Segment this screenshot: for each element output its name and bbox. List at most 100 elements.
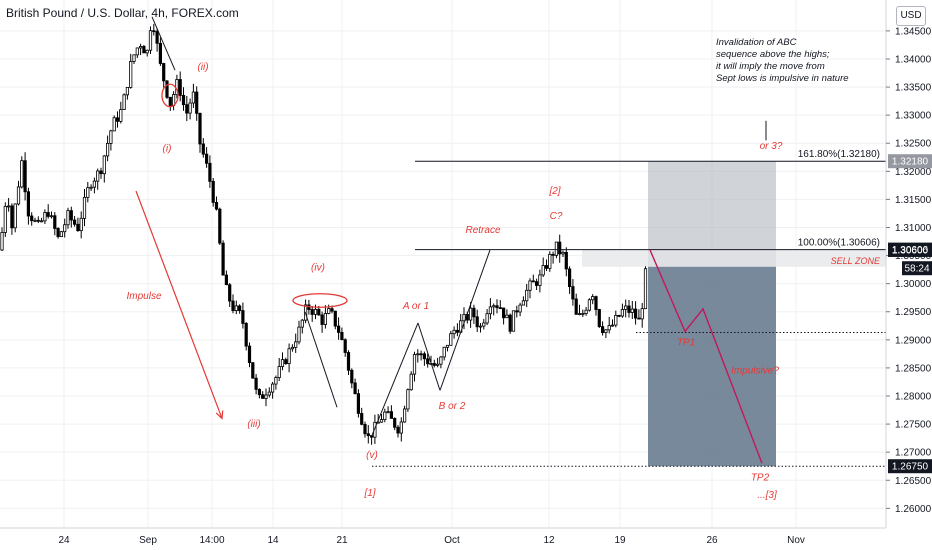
candle-body-41: [135, 47, 139, 56]
candle-body-73: [241, 310, 245, 324]
candle-body-152: [501, 307, 506, 319]
candle-body-39: [129, 61, 133, 88]
candle-body-118: [389, 411, 394, 419]
annotation-14: TP2: [751, 472, 770, 483]
candle-body-40: [132, 54, 136, 62]
note-line-3: Sept lows is impulsive in nature: [716, 73, 849, 84]
candle-body-108: [356, 393, 361, 414]
candle-body-10: [33, 219, 37, 222]
annotations: 161.80%(1.32180) 100.00%(1.30606) SELL ZON…: [126, 37, 881, 501]
candle-body-131: [432, 363, 436, 366]
candle-body-129: [426, 358, 430, 365]
candle-body-111: [366, 433, 370, 436]
candle-body-77: [254, 377, 258, 390]
candle-body-101: [333, 310, 337, 327]
candle-body-166: [548, 253, 552, 269]
candle-body-32: [106, 143, 110, 157]
candle-body-85: [280, 359, 285, 367]
impulse-arrow-line: [135, 190, 223, 419]
candle-body-155: [511, 310, 516, 332]
price-axis[interactable]: 1.34500 1.34000 1.33500 1.33000 1.32500 1.320…: [885, 0, 932, 528]
price-tick-label-0: 1.34500: [895, 26, 932, 37]
candle-body-56: [185, 104, 189, 114]
annotation-16: or 3?: [760, 141, 783, 152]
candle-body-191: [630, 308, 634, 313]
candle-body-137: [452, 329, 456, 335]
annotation-7: A or 1: [402, 301, 429, 312]
time-label-5: Oct: [444, 535, 460, 546]
candle-body-161: [531, 280, 535, 283]
price-tick-label-2: 1.33500: [895, 83, 932, 94]
candle-body-80: [264, 394, 268, 399]
candle-body-89: [294, 341, 298, 348]
candle-body-121: [399, 421, 403, 434]
candle-body-90: [297, 326, 301, 343]
candles: [0, 23, 648, 445]
candle-body-0: [0, 232, 4, 251]
price-tick-label-13: 1.28000: [895, 392, 932, 403]
candle-body-194: [640, 308, 644, 320]
tp2-level-tag-bg: [888, 459, 932, 474]
candle-body-171: [564, 251, 568, 270]
candle-body-100: [330, 308, 334, 312]
price-tick-label-6: 1.31500: [895, 195, 932, 206]
time-axis[interactable]: 24 Sep 14:00 14 21 Oct 12 19 26 Nov: [0, 527, 886, 546]
time-label-1: Sep: [139, 535, 157, 546]
sell-zone-box: [582, 249, 886, 267]
candle-body-70: [231, 300, 235, 311]
note-line-1: sequence above the highs;: [716, 49, 830, 60]
candle-body-60: [198, 112, 202, 145]
candle-body-68: [224, 274, 228, 286]
candle-body-173: [571, 286, 575, 300]
candle-body-103: [340, 332, 344, 341]
candle-body-91: [300, 319, 304, 328]
price-tick-label-4: 1.32500: [895, 139, 932, 150]
note-line-0: Invalidation of ABC: [716, 37, 797, 48]
fib-100-label: 100.00%(1.30606): [798, 238, 880, 249]
candle-body-50: [165, 80, 169, 98]
candle-body-37: [122, 94, 126, 110]
wave-line-3: [417, 322, 441, 391]
impulse-arrow-head: [215, 410, 224, 420]
candle-body-82: [270, 383, 275, 393]
annotation-13: Impulsive?: [731, 366, 779, 377]
candle-body-94: [310, 309, 314, 315]
candle-body-154: [508, 314, 512, 332]
candle-body-48: [158, 42, 162, 64]
candle-body-14: [46, 212, 50, 217]
tp2-level-tag: 1.26750: [892, 462, 929, 473]
candle-body-79: [261, 394, 265, 399]
price-tick-label-3: 1.33000: [895, 111, 932, 122]
time-label-9: Nov: [787, 535, 805, 546]
candle-body-189: [624, 305, 628, 310]
candle-body-55: [181, 95, 186, 106]
chart-title: British Pound / U.S. Dollar, 4h, FOREX.c…: [6, 6, 239, 20]
price-tick-label-10: 1.29500: [895, 307, 932, 318]
note-line-2: it will imply the move from: [716, 61, 825, 72]
candle-body-54: [178, 79, 182, 96]
candle-body-96: [317, 308, 321, 316]
candle-body-138: [455, 329, 460, 333]
candle-body-87: [287, 348, 291, 365]
price-tick-label-15: 1.27000: [895, 448, 932, 459]
annotation-12: TP1: [677, 337, 695, 348]
candle-body-31: [102, 155, 106, 175]
candle-body-183: [604, 329, 608, 334]
time-label-2: 14:00: [199, 535, 224, 546]
sell-zone-low-tag-bg: [888, 242, 932, 257]
candle-body-1: [3, 205, 7, 233]
candle-body-25: [82, 196, 87, 219]
candle-body-193: [637, 317, 641, 320]
annotation-11: C?: [550, 211, 563, 222]
annotation-0: (ii): [197, 62, 208, 73]
candle-body-119: [393, 418, 397, 428]
candle-body-9: [30, 215, 34, 222]
currency-button[interactable]: USD: [896, 6, 926, 26]
candle-body-42: [138, 46, 143, 49]
wave-line-2: [371, 322, 419, 436]
candle-body-66: [218, 208, 222, 244]
candle-body-181: [597, 309, 601, 327]
candle-body-135: [445, 344, 450, 348]
candle-body-174: [574, 298, 578, 315]
